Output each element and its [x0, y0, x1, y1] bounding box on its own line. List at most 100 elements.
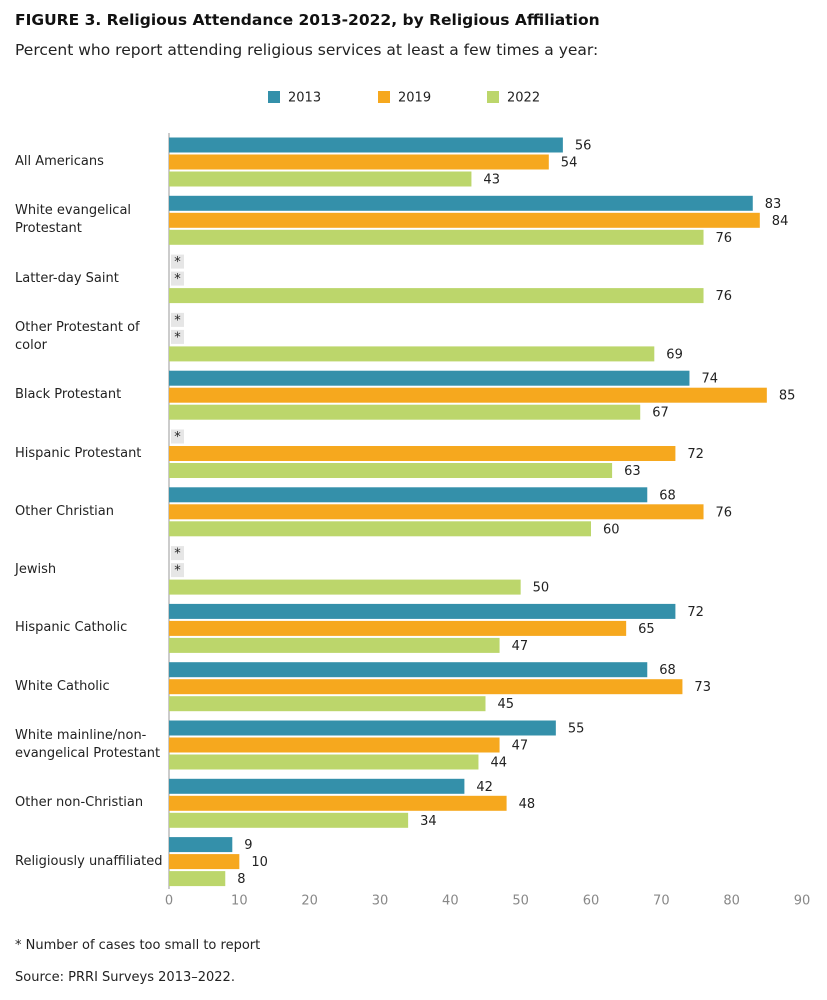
legend-swatch — [268, 91, 280, 103]
bar — [169, 662, 648, 678]
value-label: 44 — [490, 756, 507, 771]
bar — [169, 579, 521, 595]
category-label: Jewish — [15, 562, 57, 578]
x-tick-label: 20 — [301, 894, 318, 909]
value-label: 55 — [568, 722, 585, 737]
value-label: 72 — [687, 605, 704, 620]
bar — [169, 171, 472, 187]
na-label: * — [174, 564, 181, 579]
value-label: 69 — [666, 347, 683, 362]
value-label: 10 — [251, 855, 268, 870]
na-box — [171, 546, 184, 561]
value-label: 84 — [772, 214, 789, 229]
bar — [169, 212, 760, 228]
legend-swatch — [378, 91, 390, 103]
value-label: 85 — [779, 389, 796, 404]
bar — [169, 737, 500, 753]
legend-swatch — [487, 91, 499, 103]
bar — [169, 696, 486, 712]
value-label: 45 — [498, 697, 515, 712]
value-label: 60 — [603, 522, 620, 537]
x-tick-label: 70 — [653, 894, 670, 909]
na-box — [171, 329, 184, 344]
value-label: 65 — [638, 622, 655, 637]
category-label: Other Protestant of color — [15, 319, 140, 353]
na-label: * — [174, 313, 181, 328]
value-label: 50 — [533, 581, 550, 596]
value-label: 83 — [765, 197, 782, 212]
na-label: * — [174, 430, 181, 445]
bar — [169, 387, 767, 403]
footnote: * Number of cases too small to report — [15, 938, 261, 953]
value-label: 63 — [624, 464, 641, 479]
legend-label: 2019 — [398, 91, 431, 106]
value-label: 42 — [476, 780, 493, 795]
value-label: 8 — [237, 872, 245, 887]
bar — [169, 837, 233, 853]
x-tick-label: 50 — [512, 894, 529, 909]
bar — [169, 521, 591, 537]
bar — [169, 620, 627, 636]
na-box — [171, 254, 184, 269]
x-tick-label: 80 — [723, 894, 740, 909]
value-label: 72 — [687, 447, 704, 462]
bar — [169, 404, 641, 420]
na-label: * — [174, 272, 181, 287]
chart-subtitle: Percent who report attending religious s… — [15, 41, 599, 59]
value-label: 76 — [716, 289, 733, 304]
x-tick-label: 40 — [442, 894, 459, 909]
bar — [169, 137, 563, 153]
value-label: 74 — [701, 372, 718, 387]
value-label: 34 — [420, 814, 437, 829]
category-label: White Catholic — [15, 678, 110, 694]
bar — [169, 487, 648, 503]
bar — [169, 679, 683, 695]
bar — [169, 195, 753, 211]
value-label: 47 — [512, 739, 529, 754]
category-label: Hispanic Catholic — [15, 620, 128, 636]
bar — [169, 795, 507, 811]
value-label: 47 — [512, 639, 529, 654]
category-label: Other Christian — [15, 503, 115, 519]
x-tick-label: 0 — [165, 894, 173, 909]
bar — [169, 854, 240, 870]
bar — [169, 778, 465, 794]
category-label: Latter-day Saint — [15, 270, 119, 286]
category-label: All Americans — [15, 154, 104, 169]
na-label: * — [174, 547, 181, 562]
value-label: 68 — [659, 488, 676, 503]
na-box — [171, 312, 184, 327]
chart-title: FIGURE 3. Religious Attendance 2013-2022… — [15, 11, 600, 29]
category-label: White evangelical Protestant — [15, 203, 132, 237]
x-tick-label: 90 — [794, 894, 811, 909]
legend-label: 2013 — [288, 91, 321, 106]
na-box — [171, 563, 184, 578]
source: Source: PRRI Surveys 2013–2022. — [15, 970, 235, 985]
value-label: 54 — [561, 156, 578, 171]
value-label: 48 — [519, 797, 536, 812]
na-label: * — [174, 330, 181, 345]
category-label: Black Protestant — [15, 387, 122, 403]
bar — [169, 637, 500, 653]
bar — [169, 154, 549, 170]
bar — [169, 812, 409, 828]
na-box — [171, 429, 184, 444]
na-label: * — [174, 255, 181, 270]
bar — [169, 370, 690, 386]
value-label: 56 — [575, 139, 592, 154]
bar — [169, 754, 479, 770]
value-label: 76 — [716, 231, 733, 246]
na-box — [171, 271, 184, 286]
value-label: 73 — [694, 680, 711, 695]
value-label: 43 — [483, 173, 500, 188]
x-tick-label: 60 — [583, 894, 600, 909]
bar — [169, 288, 704, 304]
value-label: 76 — [716, 505, 733, 520]
bar — [169, 871, 226, 887]
bar — [169, 720, 556, 736]
category-label: Hispanic Protestant — [15, 445, 142, 461]
x-tick-label: 30 — [372, 894, 389, 909]
x-tick-label: 10 — [231, 894, 248, 909]
